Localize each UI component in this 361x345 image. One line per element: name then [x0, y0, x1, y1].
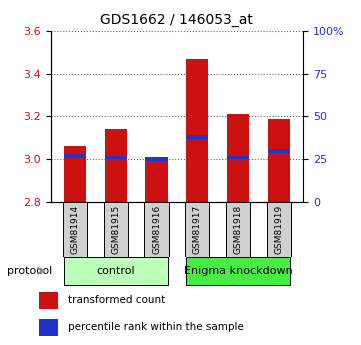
Bar	[145, 157, 168, 161]
Bar	[267, 202, 291, 257]
Title: GDS1662 / 146053_at: GDS1662 / 146053_at	[100, 13, 253, 27]
Bar	[63, 202, 87, 257]
Text: GSM81918: GSM81918	[234, 205, 243, 254]
Bar	[145, 159, 168, 202]
Bar	[105, 129, 127, 202]
Bar	[39, 319, 58, 336]
Bar	[105, 156, 127, 159]
Bar	[226, 202, 250, 257]
Bar	[64, 154, 86, 158]
Bar	[185, 202, 209, 257]
Text: GSM81916: GSM81916	[152, 205, 161, 254]
Bar	[104, 202, 128, 257]
Bar	[144, 202, 169, 257]
Bar	[39, 292, 58, 309]
Bar	[268, 119, 290, 202]
Text: control: control	[96, 266, 135, 276]
Text: GSM81919: GSM81919	[274, 205, 283, 254]
Bar	[186, 59, 209, 202]
Bar	[227, 156, 249, 159]
Bar	[268, 149, 290, 152]
Text: transformed count: transformed count	[68, 295, 165, 305]
Bar	[227, 114, 249, 202]
Text: protocol: protocol	[7, 266, 52, 276]
Text: GSM81917: GSM81917	[193, 205, 202, 254]
Text: GSM81915: GSM81915	[111, 205, 120, 254]
Text: GSM81914: GSM81914	[70, 205, 79, 254]
Bar	[64, 146, 86, 202]
Bar	[186, 135, 209, 139]
Text: Enigma knockdown: Enigma knockdown	[184, 266, 292, 276]
Text: percentile rank within the sample: percentile rank within the sample	[68, 323, 244, 333]
